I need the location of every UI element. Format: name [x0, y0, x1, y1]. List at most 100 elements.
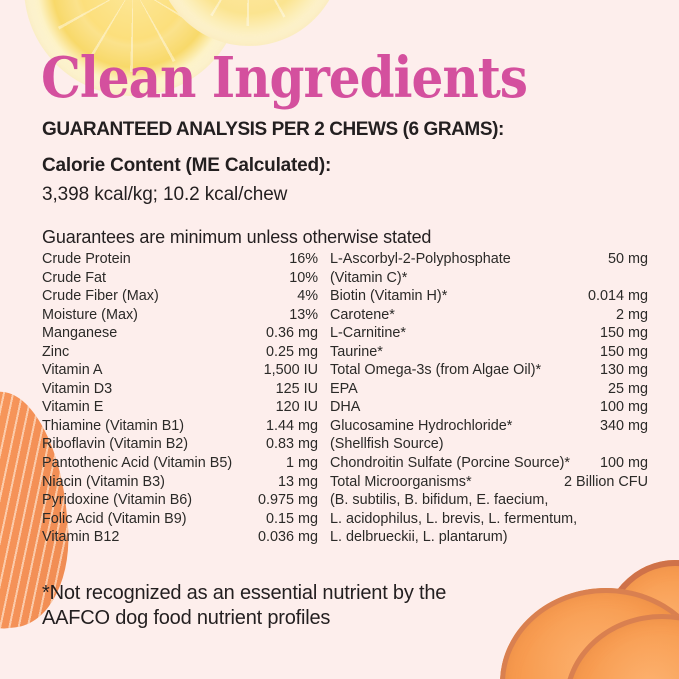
nutrient-row: (B. subtilis, B. bifidum, E. faecium,	[330, 491, 648, 510]
nutrient-label: (B. subtilis, B. bifidum, E. faecium,	[330, 492, 549, 509]
nutrient-row: Niacin (Vitamin B3) 13 mg	[42, 473, 318, 492]
nutrient-row: L. acidophilus, L. brevis, L. fermentum,	[330, 510, 648, 529]
nutrient-row: L. delbrueckii, L. plantarum)	[330, 528, 648, 547]
nutrient-label: (Shellfish Source)	[330, 436, 444, 453]
nutrient-label: Vitamin B12	[42, 529, 120, 546]
nutrient-value: 0.36 mg	[266, 325, 318, 342]
nutrient-label: Pantothenic Acid (Vitamin B5)	[42, 455, 233, 472]
nutrient-value: 16%	[289, 251, 318, 267]
nutrient-label: Chondroitin Sulfate (Porcine Source)*	[330, 455, 570, 472]
nutrient-label: Manganese	[42, 325, 118, 342]
nutrient-label: Zinc	[42, 343, 70, 360]
nutrient-value: 0.975 mg	[257, 492, 318, 509]
nutrient-label: Niacin (Vitamin B3)	[42, 473, 165, 490]
nutrient-value: 1.44 mg	[266, 417, 318, 434]
nutrient-value: 130 mg	[600, 362, 648, 379]
nutrient-value: 0.15 mg	[266, 510, 318, 527]
nutrient-row: Pyridoxine (Vitamin B6) 0.975 mg	[42, 491, 318, 510]
nutrient-row: Crude Fiber (Max) 4%	[42, 287, 318, 306]
nutrient-label: Moisture (Max)	[42, 306, 138, 323]
nutrient-label: Folic Acid (Vitamin B9)	[42, 510, 187, 527]
nutrient-label: Crude Fat	[42, 269, 106, 286]
guarantee-minimum-note: Guarantees are minimum unless otherwise …	[42, 227, 432, 247]
nutrient-row: Vitamin D3 125 IU	[42, 380, 318, 399]
nutrient-value: 13 mg	[278, 473, 318, 490]
nutrient-row: L-Ascorbyl-2-Polyphosphate 50 mg	[330, 250, 648, 269]
nutrient-row: Crude Fat 10%	[42, 269, 318, 288]
guaranteed-analysis-heading: GUARANTEED ANALYSIS PER 2 CHEWS (6 GRAMS…	[42, 118, 504, 140]
nutrient-value: 1 mg	[286, 455, 318, 472]
nutrient-value: 0.25 mg	[266, 343, 318, 360]
nutrient-label: Crude Fiber (Max)	[42, 288, 159, 305]
nutrient-value: 150 mg	[600, 325, 648, 342]
nutrient-column-right: L-Ascorbyl-2-Polyphosphate 50 mg (Vitamin …	[330, 250, 648, 547]
nutrient-row: Folic Acid (Vitamin B9) 0.15 mg	[42, 510, 318, 529]
nutrient-value: 25 mg	[608, 380, 648, 397]
nutrient-value: 50 mg	[608, 251, 648, 267]
nutrient-label: L-Ascorbyl-2-Polyphosphate	[330, 251, 511, 267]
nutrient-label: L-Carnitine*	[330, 325, 406, 342]
nutrient-column-left: Crude Protein 16% Crude Fat 10% Crude Fiber …	[42, 250, 318, 547]
nutrient-row: Chondroitin Sulfate (Porcine Source)* 100…	[330, 454, 648, 473]
nutrient-value: 0.036 mg	[257, 529, 318, 546]
nutrient-row: Vitamin E 120 IU	[42, 398, 318, 417]
nutrient-row: Vitamin A 1,500 IU	[42, 361, 318, 380]
nutrient-label: Thiamine (Vitamin B1)	[42, 417, 185, 434]
calorie-content-heading: Calorie Content (ME Calculated):	[42, 155, 332, 176]
nutrient-row: Crude Protein 16%	[42, 250, 318, 269]
nutrient-label: Pyridoxine (Vitamin B6)	[42, 492, 193, 509]
nutrient-row: Manganese 0.36 mg	[42, 324, 318, 343]
nutrient-row: Total Omega-3s (from Algae Oil)* 130 mg	[330, 361, 648, 380]
nutrient-row: Carotene* 2 mg	[330, 306, 648, 325]
nutrient-label: (Vitamin C)*	[330, 269, 408, 286]
nutrient-value: 4%	[297, 288, 318, 305]
nutrient-row: DHA 100 mg	[330, 398, 648, 417]
nutrient-value: 120 IU	[275, 399, 318, 416]
nutrient-row: Zinc 0.25 mg	[42, 343, 318, 362]
nutrient-row: EPA 25 mg	[330, 380, 648, 399]
nutrient-value: 125 IU	[275, 380, 318, 397]
page-title: Clean Ingredients	[41, 45, 528, 111]
nutrient-label: Biotin (Vitamin H)*	[330, 288, 448, 305]
nutrient-row: Glucosamine Hydrochloride* 340 mg	[330, 417, 648, 436]
nutrient-row: Taurine* 150 mg	[330, 343, 648, 362]
nutrient-label: L. delbrueckii, L. plantarum)	[330, 529, 508, 546]
nutrient-row: (Vitamin C)*	[330, 269, 648, 288]
calorie-content-value: 3,398 kcal/kg; 10.2 kcal/chew	[42, 184, 288, 205]
nutrient-value: 2 Billion CFU	[564, 473, 648, 490]
nutrient-label: Crude Protein	[42, 251, 131, 267]
nutrient-row: (Shellfish Source)	[330, 435, 648, 454]
nutrient-label: Total Omega-3s (from Algae Oil)*	[330, 362, 542, 379]
footnote: *Not recognized as an essential nutrient…	[42, 581, 446, 631]
nutrient-value: 340 mg	[600, 417, 648, 434]
nutrient-label: Vitamin E	[42, 399, 104, 416]
nutrient-row: Thiamine (Vitamin B1) 1.44 mg	[42, 417, 318, 436]
nutrient-row: Total Microorganisms* 2 Billion CFU	[330, 473, 648, 492]
nutrient-label: Taurine*	[330, 343, 383, 360]
footnote-line-1: *Not recognized as an essential nutrient…	[42, 582, 447, 604]
nutrient-label: Riboflavin (Vitamin B2)	[42, 436, 189, 453]
nutrient-row: Moisture (Max) 13%	[42, 306, 318, 325]
nutrient-value: 0.83 mg	[266, 436, 318, 453]
nutrient-row: Riboflavin (Vitamin B2) 0.83 mg	[42, 435, 318, 454]
footnote-line-2: AAFCO dog food nutrient profiles	[42, 607, 331, 629]
nutrient-label: EPA	[330, 380, 358, 397]
nutrient-label: Total Microorganisms*	[330, 473, 472, 490]
nutrient-value: 150 mg	[600, 343, 648, 360]
nutrient-value: 2 mg	[616, 306, 648, 323]
nutrient-value: 1,500 IU	[263, 362, 318, 379]
nutrient-label: Vitamin D3	[42, 380, 113, 397]
nutrient-label: Vitamin A	[42, 362, 103, 379]
nutrient-label: Glucosamine Hydrochloride*	[330, 417, 513, 434]
nutrient-label: L. acidophilus, L. brevis, L. fermentum,	[330, 510, 578, 527]
nutrient-row: Biotin (Vitamin H)* 0.014 mg	[330, 287, 648, 306]
nutrient-value: 100 mg	[600, 455, 648, 472]
nutrient-row: Vitamin B12 0.036 mg	[42, 528, 318, 547]
nutrient-value: 10%	[289, 269, 318, 286]
nutrient-value: 100 mg	[600, 399, 648, 416]
nutrient-value: 0.014 mg	[587, 288, 648, 305]
nutrient-value: 13%	[289, 306, 318, 323]
nutrient-label: Carotene*	[330, 306, 395, 323]
